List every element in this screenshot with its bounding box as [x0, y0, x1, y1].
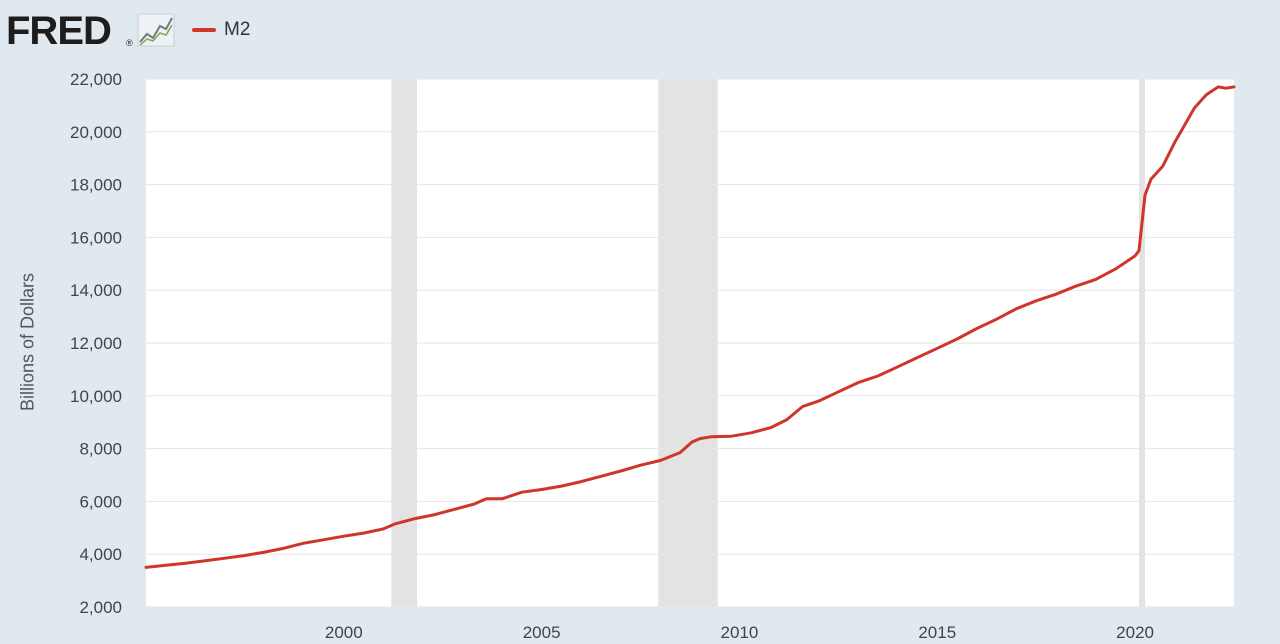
gridlines: [146, 78, 1234, 608]
x-tick-label: 2015: [918, 623, 956, 642]
y-tick-label: 22,000: [70, 70, 122, 89]
y-tick-label: 12,000: [70, 334, 122, 353]
y-tick-label: 8,000: [79, 440, 122, 459]
x-axis-ticks: 2000 2005 2010 2015 2020: [325, 623, 1154, 642]
y-tick-label: 16,000: [70, 228, 122, 247]
x-tick-label: 2000: [325, 623, 363, 642]
x-tick-label: 2020: [1116, 623, 1154, 642]
series-layer: [144, 85, 1236, 569]
series-line-m2[interactable]: [144, 85, 1236, 569]
legend-label-m2[interactable]: M2: [224, 19, 251, 40]
y-tick-label: 4,000: [79, 545, 122, 564]
fred-logo[interactable]: FRED: [6, 9, 112, 53]
legend-swatch-m2: [192, 28, 216, 32]
y-tick-label: 18,000: [70, 176, 122, 195]
x-tick-label: 2010: [721, 623, 759, 642]
y-tick-label: 14,000: [70, 281, 122, 300]
x-tick-label: 2005: [523, 623, 561, 642]
y-axis-ticks: 2,000 4,000 6,000 8,000 10,000 12,000 14,000 16…: [70, 70, 122, 617]
line-graph-icon: [137, 13, 175, 47]
chart-header: FRED ® M2: [0, 0, 1280, 62]
y-tick-label: 20,000: [70, 123, 122, 142]
y-tick-label: 10,000: [70, 387, 122, 406]
y-tick-label: 2,000: [79, 598, 122, 617]
y-tick-label: 6,000: [79, 492, 122, 511]
fred-logo-registered-mark: ®: [126, 38, 133, 48]
